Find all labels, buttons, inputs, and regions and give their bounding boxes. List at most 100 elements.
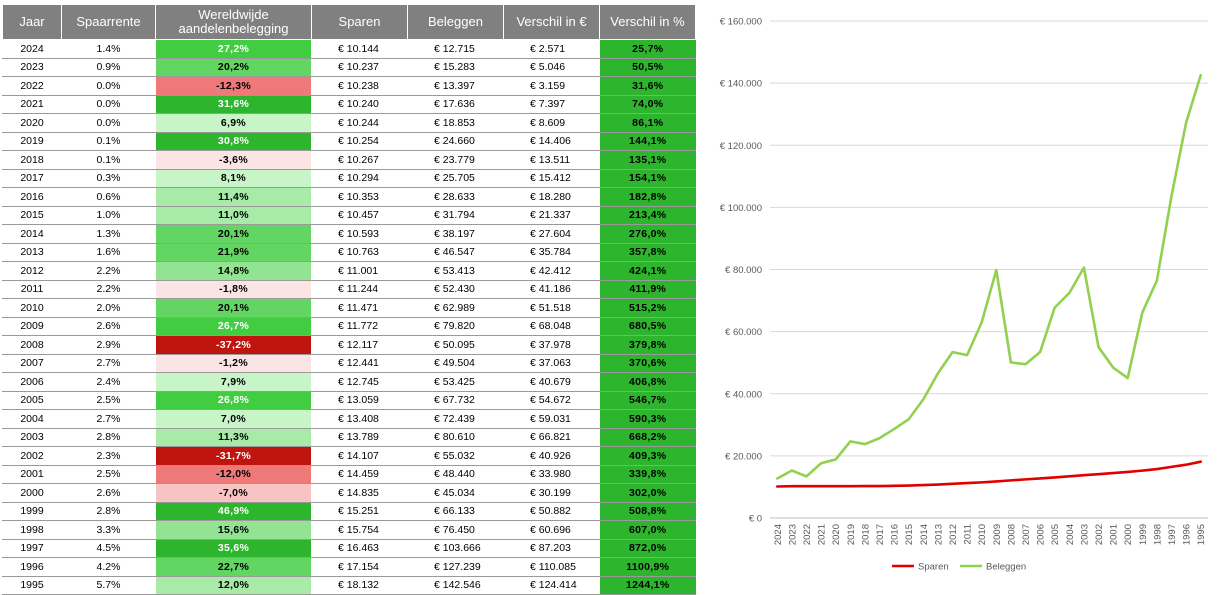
beleggen-cell: € 46.547 — [408, 243, 504, 262]
aandelen-return-cell: -12,3% — [156, 77, 312, 96]
sparen-cell: € 13.408 — [312, 410, 408, 429]
verschil-euro-cell: € 40.926 — [504, 447, 600, 466]
sparen-cell: € 10.254 — [312, 132, 408, 151]
verschil-pct-cell: 154,1% — [600, 169, 696, 188]
verschil-pct-cell: 86,1% — [600, 114, 696, 133]
returns-table: Jaar Spaarrente Wereldwijde aandelenbele… — [2, 4, 696, 595]
sparen-cell: € 11.001 — [312, 262, 408, 281]
verschil-pct-cell: 872,0% — [600, 539, 696, 558]
verschil-euro-cell: € 110.085 — [504, 558, 600, 577]
verschil-pct-cell: 515,2% — [600, 299, 696, 318]
verschil-euro-cell: € 14.406 — [504, 132, 600, 151]
verschil-pct-cell: 607,0% — [600, 521, 696, 540]
spaarrente-cell: 1.3% — [62, 225, 156, 244]
verschil-euro-cell: € 5.046 — [504, 58, 600, 77]
spaarrente-cell: 1.6% — [62, 243, 156, 262]
x-tick-label: 2005 — [1050, 524, 1061, 545]
beleggen-cell: € 127.239 — [408, 558, 504, 577]
verschil-pct-cell: 546,7% — [600, 391, 696, 410]
beleggen-cell: € 28.633 — [408, 188, 504, 207]
verschil-pct-cell: 411,9% — [600, 280, 696, 299]
verschil-pct-cell: 74,0% — [600, 95, 696, 114]
year-cell: 2008 — [3, 336, 62, 355]
sparen-cell: € 10.593 — [312, 225, 408, 244]
x-tick-label: 2019 — [846, 524, 857, 545]
header-jaar: Jaar — [3, 5, 62, 40]
table-header-row: Jaar Spaarrente Wereldwijde aandelenbele… — [3, 5, 696, 40]
sparen-cell: € 10.457 — [312, 206, 408, 225]
x-tick-label: 2002 — [1094, 524, 1105, 545]
aandelen-return-cell: 31,6% — [156, 95, 312, 114]
aandelen-return-cell: 14,8% — [156, 262, 312, 281]
spaarrente-cell: 0.0% — [62, 114, 156, 133]
aandelen-return-cell: 22,7% — [156, 558, 312, 577]
aandelen-return-cell: 30,8% — [156, 132, 312, 151]
verschil-pct-cell: 680,5% — [600, 317, 696, 336]
spaarrente-cell: 2.4% — [62, 373, 156, 392]
verschil-euro-cell: € 7.397 — [504, 95, 600, 114]
year-cell: 2024 — [3, 40, 62, 59]
year-cell: 2006 — [3, 373, 62, 392]
verschil-pct-cell: 1100,9% — [600, 558, 696, 577]
spaarrente-cell: 2.8% — [62, 428, 156, 447]
sparen-cell: € 11.244 — [312, 280, 408, 299]
spaarrente-cell: 4.5% — [62, 539, 156, 558]
x-tick-label: 2009 — [992, 524, 1003, 545]
year-cell: 2005 — [3, 391, 62, 410]
x-tick-label: 2023 — [787, 524, 798, 545]
x-tick-label: 2016 — [890, 524, 901, 545]
year-cell: 2004 — [3, 410, 62, 429]
spaarrente-cell: 2.3% — [62, 447, 156, 466]
aandelen-return-cell: 6,9% — [156, 114, 312, 133]
header-beleggen: Beleggen — [408, 5, 504, 40]
spaarrente-cell: 2.7% — [62, 410, 156, 429]
spaarrente-cell: 0.1% — [62, 132, 156, 151]
sparen-cell: € 10.240 — [312, 95, 408, 114]
beleggen-cell: € 76.450 — [408, 521, 504, 540]
y-tick-label: € 60.000 — [725, 327, 762, 338]
year-cell: 2010 — [3, 299, 62, 318]
beleggen-cell: € 62.989 — [408, 299, 504, 318]
sparen-cell: € 10.763 — [312, 243, 408, 262]
spaarrente-cell: 5.7% — [62, 576, 156, 595]
header-verschil-euro: Verschil in € — [504, 5, 600, 40]
spaarrente-cell: 2.7% — [62, 354, 156, 373]
x-tick-label: 2013 — [933, 524, 944, 545]
sparen-cell: € 14.835 — [312, 484, 408, 503]
spaarrente-cell: 2.5% — [62, 465, 156, 484]
verschil-euro-cell: € 27.604 — [504, 225, 600, 244]
verschil-euro-cell: € 68.048 — [504, 317, 600, 336]
beleggen-cell: € 79.820 — [408, 317, 504, 336]
x-tick-label: 1999 — [1138, 524, 1149, 545]
x-tick-label: 1998 — [1152, 524, 1163, 545]
verschil-pct-cell: 508,8% — [600, 502, 696, 521]
year-cell: 2015 — [3, 206, 62, 225]
verschil-euro-cell: € 66.821 — [504, 428, 600, 447]
year-cell: 2014 — [3, 225, 62, 244]
verschil-pct-cell: 135,1% — [600, 151, 696, 170]
verschil-euro-cell: € 50.882 — [504, 502, 600, 521]
beleggen-cell: € 24.660 — [408, 132, 504, 151]
y-tick-label: € 100.000 — [720, 203, 762, 214]
sparen-cell: € 17.154 — [312, 558, 408, 577]
sparen-cell: € 12.117 — [312, 336, 408, 355]
beleggen-cell: € 13.397 — [408, 77, 504, 96]
spaarrente-cell: 1.4% — [62, 40, 156, 59]
sparen-cell: € 15.251 — [312, 502, 408, 521]
year-cell: 1996 — [3, 558, 62, 577]
beleggen-cell: € 48.440 — [408, 465, 504, 484]
legend-label-beleggen: Beleggen — [986, 562, 1026, 573]
verschil-pct-cell: 370,6% — [600, 354, 696, 373]
beleggen-cell: € 52.430 — [408, 280, 504, 299]
aandelen-return-cell: 20,2% — [156, 58, 312, 77]
aandelen-return-cell: 26,8% — [156, 391, 312, 410]
